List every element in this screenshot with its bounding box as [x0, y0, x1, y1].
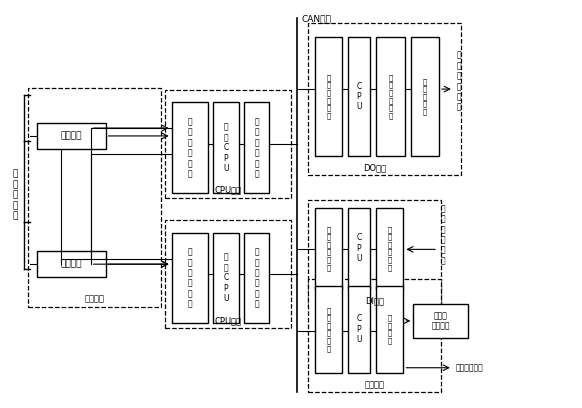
Bar — [376, 208, 403, 289]
Bar — [315, 286, 342, 373]
Bar — [376, 286, 403, 373]
Bar — [376, 37, 406, 156]
Text: 跳
闸
、
信
号
等: 跳 闸 、 信 号 等 — [457, 51, 462, 112]
Text: 现
场
总
线
接
口: 现 场 总 线 接 口 — [254, 248, 259, 308]
Text: DI模块: DI模块 — [365, 296, 384, 305]
Text: 出
口
继
电
器: 出 口 继 电 器 — [423, 78, 427, 115]
Bar — [348, 208, 370, 289]
Text: 现
场
总
线
接
口: 现 场 总 线 接 口 — [327, 307, 331, 352]
Bar — [308, 22, 461, 175]
Text: 管理模块: 管理模块 — [364, 380, 384, 389]
Text: 现
场
总
线
接
口: 现 场 总 线 接 口 — [327, 226, 331, 271]
Bar — [27, 88, 161, 306]
Bar — [413, 304, 467, 338]
Text: CPU模块: CPU模块 — [214, 186, 242, 195]
Text: 现
场
总
线
接
口: 现 场 总 线 接 口 — [327, 74, 331, 119]
Bar — [172, 102, 208, 193]
Bar — [308, 200, 441, 308]
Text: 显示及
人机对话: 显示及 人机对话 — [431, 311, 450, 330]
Text: 现
场
总
线
接
口: 现 场 总 线 接 口 — [254, 117, 259, 178]
Text: 光
电
耦
合
开
入: 光 电 耦 合 开 入 — [388, 226, 392, 271]
Text: C
P
U: C P U — [356, 82, 362, 111]
Text: 保
护
C
P
U: 保 护 C P U — [223, 122, 229, 173]
Bar — [244, 102, 269, 193]
Text: 光
电
耦
合
开
出: 光 电 耦 合 开 出 — [389, 74, 393, 119]
Bar — [315, 208, 342, 289]
Bar — [411, 37, 439, 156]
Text: 通信、打印等: 通信、打印等 — [456, 363, 484, 372]
Bar — [244, 233, 269, 324]
Text: C
P
U: C P U — [356, 233, 362, 263]
Bar — [348, 286, 370, 373]
Text: 电压形成: 电压形成 — [61, 131, 82, 140]
Bar — [37, 123, 105, 149]
Bar — [165, 90, 291, 198]
Text: C
P
U: C P U — [356, 315, 362, 344]
Bar — [348, 37, 370, 156]
Text: CPU模块: CPU模块 — [214, 316, 242, 325]
Text: 工
况
、
条
件
等: 工 况 、 条 件 等 — [441, 204, 446, 265]
Text: 电压形成: 电压形成 — [61, 259, 82, 269]
Bar — [213, 102, 239, 193]
Text: 数
据
采
集
系
统: 数 据 采 集 系 统 — [187, 248, 192, 308]
Bar — [172, 233, 208, 324]
Bar — [308, 279, 441, 392]
Bar — [165, 220, 291, 328]
Text: 交流变换: 交流变换 — [84, 294, 104, 303]
Text: 模
拟
量
输
入: 模 拟 量 输 入 — [12, 170, 17, 220]
Text: 数
据
采
集
系
统: 数 据 采 集 系 统 — [187, 117, 192, 178]
Bar — [213, 233, 239, 324]
Text: DO模块: DO模块 — [363, 163, 386, 172]
Text: 光
电
耦
合: 光 电 耦 合 — [388, 315, 392, 344]
Bar — [37, 251, 105, 277]
Text: 保
护
C
P
U: 保 护 C P U — [223, 253, 229, 303]
Text: CAN总线: CAN总线 — [302, 15, 332, 24]
Bar — [315, 37, 342, 156]
